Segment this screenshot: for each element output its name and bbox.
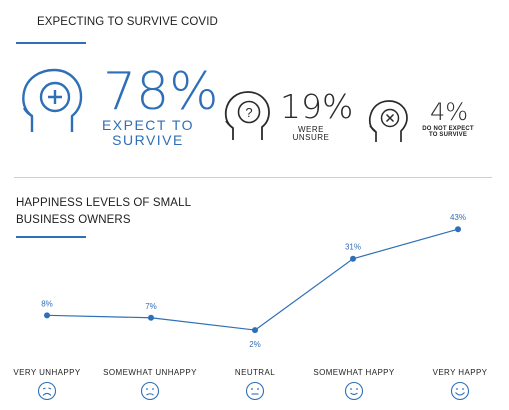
stat-unsure-value: 19% xyxy=(280,87,354,126)
stat-not-survive-caption: DO NOT EXPECT TO SURVIVE xyxy=(413,126,483,139)
stat-survive-caption: EXPECT TO SURVIVE xyxy=(98,118,198,147)
data-point-0 xyxy=(44,312,50,319)
stat-survive-caption-line1: EXPECT TO xyxy=(101,117,195,133)
data-label-2: 2% xyxy=(249,340,261,349)
stat-not-survive-caption-line1: DO NOT EXPECT xyxy=(422,126,474,132)
section-title-happiness: HAPPINESS LEVELS OF SMALL BUSINESS OWNER… xyxy=(16,195,191,229)
stat-unsure-caption: WERE UNSURE xyxy=(286,125,336,143)
data-point-2 xyxy=(252,327,258,334)
section-title-happiness-line1: HAPPINESS LEVELS OF SMALL xyxy=(16,197,192,209)
neutral-face-icon xyxy=(245,381,265,401)
svg-text:?: ? xyxy=(245,105,252,120)
head-plus-icon xyxy=(22,68,83,132)
stat-unsure-caption-line1: WERE xyxy=(298,125,324,134)
stat-not-survive-value: 4% xyxy=(430,98,469,126)
stat-not-survive-caption-line2: TO SURVIVE xyxy=(428,132,468,139)
x-label-very-happy: VERY HAPPY xyxy=(432,368,488,377)
x-label-somewhat-unhappy: SOMEWHAT UNHAPPY xyxy=(103,368,197,377)
head-question-icon: ? xyxy=(224,91,270,140)
x-label-neutral: NEUTRAL xyxy=(234,368,276,377)
x-label-very-unhappy: VERY UNHAPPY xyxy=(13,368,81,377)
x-label-somewhat-happy: SOMEWHAT HAPPY xyxy=(313,368,395,377)
stat-survive-value: 78% xyxy=(103,62,219,122)
very-sad-face-icon xyxy=(37,381,57,401)
data-label-3: 31% xyxy=(345,243,361,252)
title-underline xyxy=(16,42,86,44)
stat-unsure-caption-line2: UNSURE xyxy=(292,133,330,143)
section-title-survive: EXPECTING TO SURVIVE COVID xyxy=(37,16,218,28)
section-title-happiness-line2: BUSINESS OWNERS xyxy=(16,214,131,226)
head-x-icon xyxy=(368,100,408,142)
sad-face-icon xyxy=(140,381,160,401)
data-point-1 xyxy=(148,314,154,321)
big-smile-face-icon xyxy=(450,381,470,401)
smile-face-icon xyxy=(344,381,364,401)
title-underline-2 xyxy=(16,236,86,238)
data-label-1: 7% xyxy=(145,302,157,311)
stat-survive-caption-line2: SURVIVE xyxy=(112,131,184,148)
data-label-0: 8% xyxy=(41,299,53,308)
series-line xyxy=(46,228,459,331)
data-point-4 xyxy=(455,226,461,233)
data-label-4: 43% xyxy=(450,213,466,222)
data-point-3 xyxy=(350,255,356,262)
section-divider xyxy=(14,177,492,178)
